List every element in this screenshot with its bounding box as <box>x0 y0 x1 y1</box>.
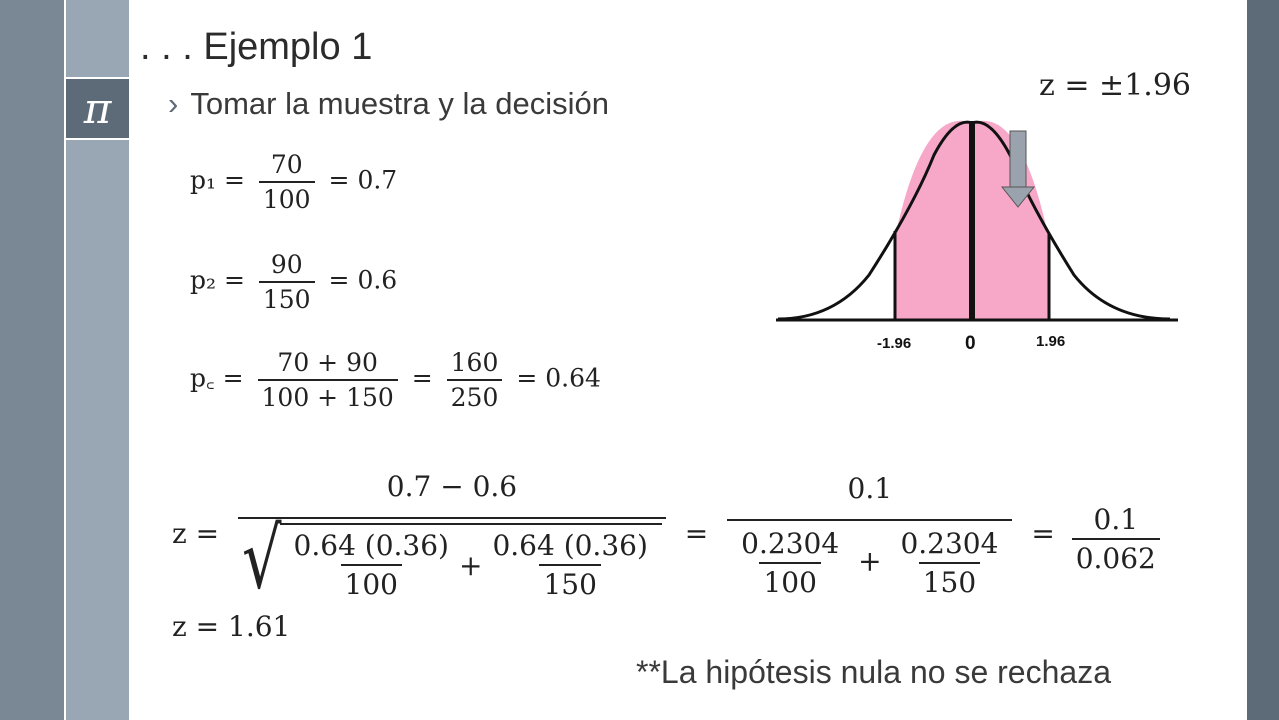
p2-denominator: 150 <box>258 281 315 314</box>
z-result: z = 1.61 <box>172 610 291 643</box>
sqrt-term-2-den: 150 <box>539 564 601 601</box>
mid-term-1-den: 100 <box>759 562 821 599</box>
z-equals-2: = <box>1031 517 1055 550</box>
pi-logo-icon: π <box>66 77 129 140</box>
bullet-text: Tomar la muestra y la decisión <box>190 86 609 121</box>
p2-fraction: 90 150 <box>258 250 315 314</box>
sqrt-term-1-den: 100 <box>340 564 402 601</box>
z-critical-value: z = ±1.96 <box>1039 68 1191 103</box>
pc-numerator-2: 160 <box>450 348 499 377</box>
curve-label-left: -1.96 <box>877 335 911 352</box>
z-last-fraction: 0.1 0.062 <box>1071 503 1160 575</box>
p1-denominator: 100 <box>258 181 315 214</box>
down-arrow-icon <box>1000 130 1036 208</box>
z-lhs: z = <box>172 517 220 550</box>
p1-rhs: = 0.7 <box>328 165 398 195</box>
p2-numerator: 90 <box>270 250 303 279</box>
mid-term-2: 0.2304 150 <box>896 527 1002 599</box>
z-last-denominator: 0.062 <box>1071 538 1160 575</box>
equation-p1: p₁ = 70 100 = 0.7 <box>190 150 397 214</box>
equation-pc: p꜀ = 70 + 90 100 + 150 = 160 250 = 0.64 <box>190 348 601 412</box>
pc-rhs: = 0.64 <box>516 363 601 393</box>
z-last-numerator: 0.1 <box>1093 503 1139 536</box>
equation-p2: p₂ = 90 150 = 0.6 <box>190 250 397 314</box>
z-main-denominator: √ 0.64 (0.36) 100 + 0.64 (0.36) 150 <box>238 517 666 601</box>
pc-numerator: 70 + 90 <box>277 348 378 377</box>
pc-fraction-2: 160 250 <box>446 348 503 412</box>
z-equals-1: = <box>684 517 709 550</box>
left-rail-dark <box>0 0 64 720</box>
sqrt-term-2-num: 0.64 (0.36) <box>492 529 648 562</box>
equation-z: z = 0.7 − 0.6 √ 0.64 (0.36) 100 + 0.64 (… <box>172 470 1168 601</box>
left-rail-divider <box>64 0 66 720</box>
p2-rhs: = 0.6 <box>328 265 398 295</box>
slide-title: . . . Ejemplo 1 <box>140 26 373 68</box>
z-mid-fraction: 0.1 0.2304 100 + 0.2304 150 <box>727 472 1013 599</box>
mid-term-2-den: 150 <box>918 562 981 599</box>
bullet-item: › Tomar la muestra y la decisión <box>168 86 609 122</box>
z-main-fraction: 0.7 − 0.6 √ 0.64 (0.36) 100 + 0.64 (0.36… <box>238 470 666 601</box>
pc-denominator: 100 + 150 <box>257 379 398 412</box>
p1-numerator: 70 <box>270 150 303 179</box>
right-rail <box>1247 0 1279 720</box>
p1-fraction: 70 100 <box>258 150 315 214</box>
sqrt-icon: √ <box>242 509 282 608</box>
sqrt-plus: + <box>458 548 483 582</box>
p2-lhs: p₂ = <box>190 265 245 295</box>
mid-term-2-num: 0.2304 <box>900 527 999 560</box>
curve-label-center: 0 <box>965 333 976 354</box>
pc-fraction: 70 + 90 100 + 150 <box>257 348 398 412</box>
sqrt-expression: √ 0.64 (0.36) 100 + 0.64 (0.36) 150 <box>242 517 662 601</box>
curve-label-right: 1.96 <box>1036 333 1065 350</box>
conclusion-text: **La hipótesis nula no se rechaza <box>636 654 1111 690</box>
mid-plus: + <box>858 544 882 578</box>
pc-lhs: p꜀ = <box>190 363 244 393</box>
z-main-numerator: 0.7 − 0.6 <box>386 470 518 503</box>
sqrt-term-2: 0.64 (0.36) 150 <box>488 529 651 601</box>
p1-lhs: p₁ = <box>190 165 245 195</box>
sqrt-body: 0.64 (0.36) 100 + 0.64 (0.36) 150 <box>279 523 662 601</box>
sqrt-term-1-num: 0.64 (0.36) <box>293 529 449 562</box>
normal-curve-figure: -1.96 0 1.96 <box>776 120 1178 354</box>
pc-denominator-2: 250 <box>446 379 503 412</box>
mid-term-1-num: 0.2304 <box>741 527 840 560</box>
mid-term-1: 0.2304 100 <box>737 527 843 599</box>
pc-equals: = <box>411 363 433 393</box>
sqrt-term-1: 0.64 (0.36) 100 <box>290 529 453 601</box>
z-mid-denominator: 0.2304 100 + 0.2304 150 <box>727 519 1013 599</box>
z-mid-numerator: 0.1 <box>847 472 893 505</box>
bullet-chevron-icon: › <box>168 86 179 121</box>
